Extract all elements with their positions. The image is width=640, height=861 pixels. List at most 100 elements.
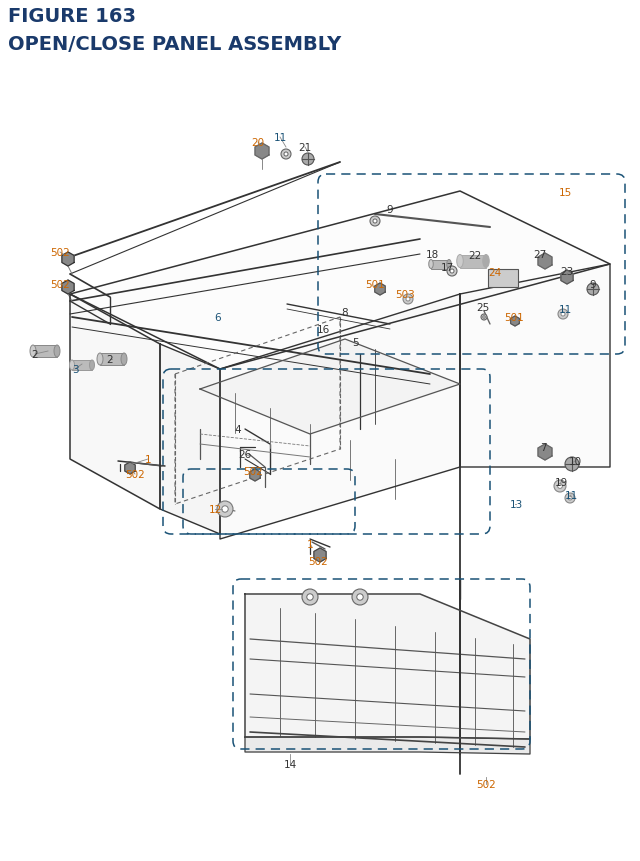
- Text: FIGURE 163: FIGURE 163: [8, 7, 136, 26]
- Text: 14: 14: [284, 759, 296, 769]
- Text: 6: 6: [214, 313, 221, 323]
- Text: 26: 26: [238, 449, 252, 460]
- Ellipse shape: [97, 354, 103, 366]
- Circle shape: [565, 457, 579, 472]
- Text: 3: 3: [72, 364, 78, 375]
- Circle shape: [561, 313, 565, 317]
- Text: 502: 502: [125, 469, 145, 480]
- Text: 12: 12: [209, 505, 221, 514]
- Text: 9: 9: [589, 280, 596, 289]
- Circle shape: [406, 298, 410, 301]
- Text: 8: 8: [342, 307, 348, 318]
- Polygon shape: [125, 462, 135, 474]
- Text: 11: 11: [273, 133, 287, 143]
- FancyBboxPatch shape: [460, 255, 486, 268]
- Circle shape: [554, 480, 566, 492]
- Text: 18: 18: [426, 250, 438, 260]
- Circle shape: [281, 150, 291, 160]
- Circle shape: [481, 314, 487, 320]
- Circle shape: [483, 317, 485, 319]
- Circle shape: [558, 310, 568, 319]
- Circle shape: [222, 506, 228, 512]
- Polygon shape: [160, 344, 220, 535]
- Text: 4: 4: [235, 424, 241, 435]
- Text: 502: 502: [243, 467, 263, 476]
- Ellipse shape: [30, 345, 36, 357]
- Text: 502: 502: [476, 779, 496, 789]
- Ellipse shape: [70, 361, 74, 370]
- Text: 501: 501: [504, 313, 524, 323]
- Text: 24: 24: [488, 268, 502, 278]
- Text: 25: 25: [476, 303, 490, 313]
- Ellipse shape: [429, 260, 433, 269]
- Text: 501: 501: [365, 280, 385, 289]
- Text: 11: 11: [558, 305, 572, 314]
- Text: 503: 503: [395, 289, 415, 300]
- Circle shape: [373, 220, 377, 224]
- FancyBboxPatch shape: [33, 345, 57, 357]
- Text: 27: 27: [533, 250, 547, 260]
- Text: 502: 502: [50, 280, 70, 289]
- Polygon shape: [200, 339, 460, 435]
- Circle shape: [352, 589, 368, 605]
- Text: 502: 502: [308, 556, 328, 567]
- Ellipse shape: [457, 255, 463, 268]
- Circle shape: [357, 594, 364, 600]
- Ellipse shape: [90, 361, 95, 370]
- FancyBboxPatch shape: [100, 354, 124, 366]
- Text: 2: 2: [32, 350, 38, 360]
- Polygon shape: [70, 192, 610, 369]
- Text: 502: 502: [50, 248, 70, 257]
- Polygon shape: [255, 144, 269, 160]
- Text: 11: 11: [564, 491, 578, 500]
- Polygon shape: [220, 294, 460, 539]
- Text: 5: 5: [352, 338, 358, 348]
- Circle shape: [217, 501, 233, 517]
- Text: 7: 7: [540, 443, 547, 453]
- Circle shape: [568, 497, 572, 500]
- Text: 17: 17: [440, 263, 454, 273]
- Polygon shape: [62, 253, 74, 267]
- Circle shape: [370, 217, 380, 226]
- Circle shape: [587, 283, 599, 295]
- Polygon shape: [538, 444, 552, 461]
- Circle shape: [565, 493, 575, 504]
- Polygon shape: [245, 594, 530, 739]
- Text: 20: 20: [252, 138, 264, 148]
- Ellipse shape: [483, 255, 489, 268]
- Text: 2: 2: [107, 355, 113, 364]
- Circle shape: [284, 152, 288, 157]
- Text: 15: 15: [558, 188, 572, 198]
- Text: 19: 19: [554, 478, 568, 487]
- Ellipse shape: [54, 345, 60, 357]
- Text: 23: 23: [561, 267, 573, 276]
- Circle shape: [447, 267, 457, 276]
- Circle shape: [302, 154, 314, 166]
- Text: OPEN/CLOSE PANEL ASSEMBLY: OPEN/CLOSE PANEL ASSEMBLY: [8, 35, 341, 54]
- Polygon shape: [511, 317, 519, 326]
- Text: 21: 21: [298, 143, 312, 152]
- FancyBboxPatch shape: [488, 269, 518, 288]
- Polygon shape: [70, 294, 160, 510]
- Text: 1: 1: [145, 455, 151, 464]
- Circle shape: [557, 484, 563, 489]
- Circle shape: [302, 589, 318, 605]
- Text: 1: 1: [307, 539, 314, 549]
- Ellipse shape: [447, 260, 451, 269]
- Polygon shape: [62, 281, 74, 294]
- Polygon shape: [245, 737, 530, 754]
- Text: 13: 13: [509, 499, 523, 510]
- Text: 22: 22: [468, 251, 482, 261]
- Circle shape: [403, 294, 413, 305]
- Polygon shape: [250, 469, 260, 481]
- FancyBboxPatch shape: [72, 361, 92, 370]
- Text: 10: 10: [568, 456, 582, 467]
- FancyBboxPatch shape: [431, 260, 449, 269]
- Polygon shape: [460, 264, 610, 468]
- Polygon shape: [375, 283, 385, 295]
- Polygon shape: [561, 270, 573, 285]
- Circle shape: [307, 594, 313, 600]
- Text: 9: 9: [387, 205, 394, 214]
- Polygon shape: [538, 254, 552, 269]
- Circle shape: [450, 269, 454, 274]
